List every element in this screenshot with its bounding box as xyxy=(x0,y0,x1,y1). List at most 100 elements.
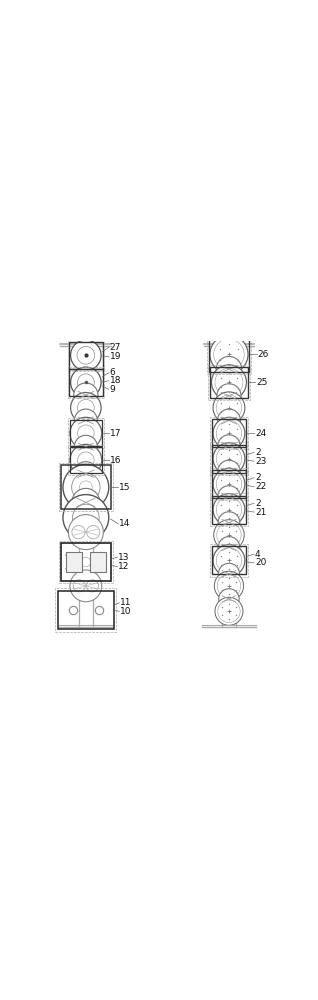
Bar xyxy=(70,420,102,446)
Bar xyxy=(61,465,111,509)
Circle shape xyxy=(213,417,245,449)
Bar xyxy=(212,470,246,498)
Bar xyxy=(55,588,116,632)
Circle shape xyxy=(218,486,240,508)
Bar xyxy=(68,418,104,448)
Bar xyxy=(210,417,248,449)
Text: 19: 19 xyxy=(110,352,121,361)
Bar xyxy=(61,543,111,581)
Circle shape xyxy=(73,504,99,531)
Circle shape xyxy=(228,445,230,447)
Bar xyxy=(212,546,246,574)
Text: 17: 17 xyxy=(110,429,121,438)
Text: 2: 2 xyxy=(255,499,261,508)
Circle shape xyxy=(81,557,91,567)
Text: 23: 23 xyxy=(255,457,266,466)
Circle shape xyxy=(228,470,230,473)
Bar xyxy=(90,552,106,572)
Bar xyxy=(208,365,250,400)
Circle shape xyxy=(219,589,239,609)
Text: 9: 9 xyxy=(110,385,115,394)
Circle shape xyxy=(227,394,231,397)
Circle shape xyxy=(72,488,100,516)
Circle shape xyxy=(216,395,242,420)
Circle shape xyxy=(77,346,95,364)
Text: 24: 24 xyxy=(255,429,266,438)
Circle shape xyxy=(228,546,230,549)
Circle shape xyxy=(85,445,87,448)
Text: 25: 25 xyxy=(256,378,267,387)
Circle shape xyxy=(213,443,245,475)
Circle shape xyxy=(71,367,101,398)
Circle shape xyxy=(216,420,242,446)
Circle shape xyxy=(72,473,100,501)
Circle shape xyxy=(218,512,240,533)
Circle shape xyxy=(214,339,244,370)
Circle shape xyxy=(215,368,243,396)
Bar xyxy=(58,591,114,629)
Text: 11: 11 xyxy=(120,598,132,607)
Circle shape xyxy=(228,495,230,498)
Circle shape xyxy=(86,525,100,539)
Circle shape xyxy=(214,520,244,550)
Circle shape xyxy=(216,497,242,522)
Bar xyxy=(210,544,248,577)
Circle shape xyxy=(78,399,94,416)
Circle shape xyxy=(63,495,109,540)
Circle shape xyxy=(73,580,85,592)
Text: 26: 26 xyxy=(258,350,269,359)
Circle shape xyxy=(80,481,92,494)
Circle shape xyxy=(228,598,230,600)
Circle shape xyxy=(227,368,231,371)
Circle shape xyxy=(218,435,240,457)
Bar xyxy=(68,445,104,475)
Text: 13: 13 xyxy=(118,553,130,562)
Circle shape xyxy=(74,383,98,407)
Circle shape xyxy=(216,446,242,471)
Circle shape xyxy=(215,597,243,625)
Text: 2: 2 xyxy=(255,473,261,482)
Bar xyxy=(59,463,113,511)
Circle shape xyxy=(228,573,230,575)
Circle shape xyxy=(74,409,97,432)
Circle shape xyxy=(78,452,94,469)
Circle shape xyxy=(84,394,87,397)
Bar xyxy=(209,337,249,372)
Text: 15: 15 xyxy=(119,483,131,492)
Text: 14: 14 xyxy=(119,519,131,528)
Circle shape xyxy=(228,419,230,422)
Circle shape xyxy=(210,335,248,373)
Text: 21: 21 xyxy=(255,508,266,517)
Circle shape xyxy=(216,471,242,497)
Circle shape xyxy=(68,515,103,550)
Bar xyxy=(210,442,248,475)
Circle shape xyxy=(213,545,245,576)
Circle shape xyxy=(216,356,242,382)
Text: 2: 2 xyxy=(255,448,261,457)
Circle shape xyxy=(84,501,87,504)
Circle shape xyxy=(70,444,102,476)
Circle shape xyxy=(71,393,101,423)
Circle shape xyxy=(70,570,102,602)
Text: 4: 4 xyxy=(255,550,261,559)
Circle shape xyxy=(74,462,98,486)
Text: 18: 18 xyxy=(110,376,121,385)
Bar xyxy=(207,335,251,374)
Bar xyxy=(68,367,104,398)
Bar xyxy=(212,445,246,473)
Text: 6: 6 xyxy=(110,368,115,377)
Circle shape xyxy=(78,374,94,391)
Text: 10: 10 xyxy=(120,607,132,616)
Circle shape xyxy=(213,494,245,525)
Text: 22: 22 xyxy=(255,482,266,491)
Circle shape xyxy=(72,525,85,539)
Circle shape xyxy=(217,574,241,598)
Circle shape xyxy=(71,340,101,371)
Circle shape xyxy=(218,460,240,483)
Circle shape xyxy=(216,548,242,573)
Bar xyxy=(212,419,246,447)
Text: 20: 20 xyxy=(255,558,266,567)
Circle shape xyxy=(217,523,241,547)
Text: 27: 27 xyxy=(110,343,121,352)
Bar xyxy=(69,369,103,396)
